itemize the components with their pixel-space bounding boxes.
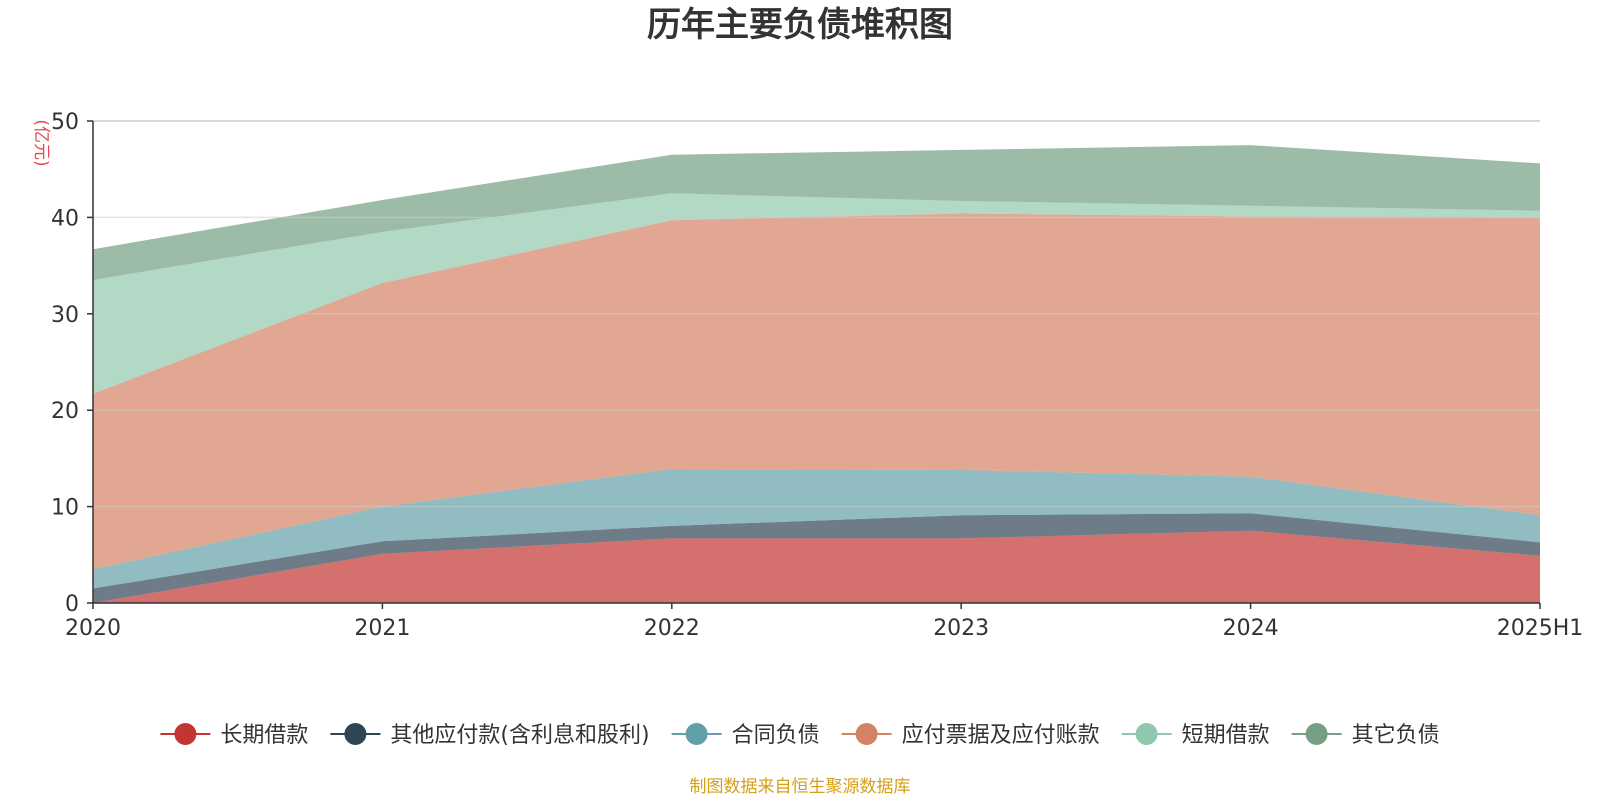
area-series-group xyxy=(93,145,1540,603)
grid-lines xyxy=(93,120,1540,508)
axes: 0 10 20 30 40 50 2020 2021 2022 2023 2024 2025H1 xyxy=(51,110,1583,641)
y-tick-label: 50 xyxy=(51,110,79,135)
legend: 长期借款 其他应付款(含利息和股利) 合同负债 应付票据及应付账款 短期借款 其它负债 xyxy=(160,723,1440,748)
y-axis-unit-label: (亿元) xyxy=(31,119,51,166)
data-source-note: 制图数据来自恒生聚源数据库 xyxy=(690,777,911,797)
area-series-1 xyxy=(93,530,1540,603)
legend-marker xyxy=(1135,723,1158,745)
area-series-6 xyxy=(93,145,1540,281)
x-tick-label: 2021 xyxy=(354,616,410,641)
y-tick-label: 0 xyxy=(65,592,79,617)
y-tick-label: 10 xyxy=(51,496,79,521)
legend-marker xyxy=(174,723,197,745)
x-tick-label: 2022 xyxy=(644,616,700,641)
area-series-2 xyxy=(93,513,1540,603)
legend-item-1[interactable]: 长期借款 xyxy=(160,723,308,748)
x-tick-label: 2024 xyxy=(1223,616,1279,641)
legend-item-3[interactable]: 合同负债 xyxy=(671,723,820,748)
legend-label: 应付票据及应付账款 xyxy=(902,723,1100,748)
x-tick-label: 2023 xyxy=(933,616,989,641)
legend-marker xyxy=(855,723,878,745)
legend-item-5[interactable]: 短期借款 xyxy=(1121,723,1270,748)
x-tick-label: 2020 xyxy=(65,616,121,641)
y-tick-label: 40 xyxy=(51,206,79,231)
x-tick-label: 2025H1 xyxy=(1497,616,1584,641)
legend-item-2[interactable]: 其他应付款(含利息和股利) xyxy=(330,723,650,748)
legend-label: 长期借款 xyxy=(220,723,308,748)
chart-title: 历年主要负债堆积图 xyxy=(647,5,953,45)
area-series-3 xyxy=(93,469,1540,589)
y-tick-label: 20 xyxy=(51,399,79,424)
legend-marker xyxy=(685,723,708,745)
area-series-5 xyxy=(93,193,1540,394)
legend-label: 短期借款 xyxy=(1182,723,1270,748)
legend-label: 合同负债 xyxy=(732,723,820,748)
legend-marker xyxy=(344,723,367,745)
legend-item-6[interactable]: 其它负债 xyxy=(1291,723,1440,748)
legend-label: 其他应付款(含利息和股利) xyxy=(390,723,649,748)
legend-label: 其它负债 xyxy=(1352,723,1440,748)
y-tick-label: 30 xyxy=(51,303,79,328)
area-series-4 xyxy=(93,213,1540,570)
legend-item-4[interactable]: 应付票据及应付账款 xyxy=(841,723,1100,748)
legend-marker xyxy=(1305,723,1328,745)
